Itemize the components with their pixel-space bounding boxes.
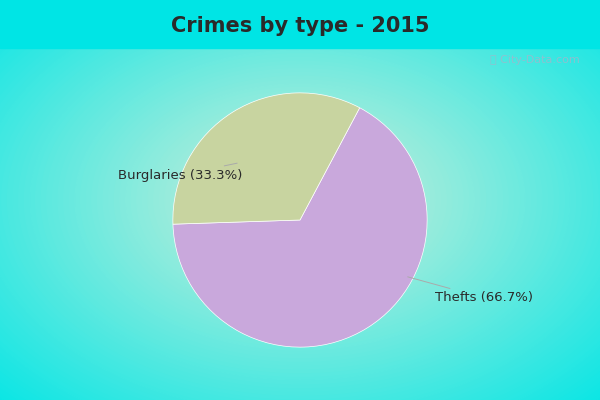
Circle shape bbox=[35, 24, 565, 376]
Circle shape bbox=[289, 192, 311, 208]
Circle shape bbox=[182, 121, 418, 279]
Circle shape bbox=[86, 58, 514, 342]
Circle shape bbox=[187, 125, 413, 275]
Circle shape bbox=[120, 80, 480, 320]
Circle shape bbox=[238, 159, 362, 241]
Circle shape bbox=[13, 9, 587, 391]
Circle shape bbox=[125, 84, 475, 316]
Circle shape bbox=[170, 114, 430, 286]
Circle shape bbox=[30, 20, 570, 380]
Wedge shape bbox=[173, 93, 359, 224]
Circle shape bbox=[272, 181, 328, 219]
Circle shape bbox=[19, 12, 581, 388]
Text: ⓘ City-Data.com: ⓘ City-Data.com bbox=[490, 55, 580, 65]
Circle shape bbox=[52, 35, 548, 365]
Text: Burglaries (33.3%): Burglaries (33.3%) bbox=[118, 163, 242, 182]
Circle shape bbox=[260, 174, 340, 226]
Circle shape bbox=[115, 76, 485, 324]
Circle shape bbox=[41, 28, 559, 372]
Circle shape bbox=[80, 54, 520, 346]
Circle shape bbox=[70, 46, 530, 354]
Circle shape bbox=[154, 102, 446, 298]
Circle shape bbox=[131, 88, 469, 312]
Circle shape bbox=[137, 91, 463, 309]
Circle shape bbox=[199, 132, 401, 268]
Circle shape bbox=[160, 106, 440, 294]
Circle shape bbox=[92, 61, 508, 339]
Circle shape bbox=[143, 95, 458, 305]
Circle shape bbox=[233, 155, 367, 245]
Circle shape bbox=[277, 185, 323, 215]
Circle shape bbox=[64, 42, 536, 358]
Circle shape bbox=[221, 148, 379, 252]
Circle shape bbox=[215, 144, 385, 256]
Circle shape bbox=[58, 39, 542, 361]
Circle shape bbox=[205, 136, 395, 264]
Text: Thefts (66.7%): Thefts (66.7%) bbox=[407, 277, 533, 304]
Circle shape bbox=[103, 69, 497, 331]
Circle shape bbox=[250, 166, 350, 234]
Circle shape bbox=[266, 178, 334, 222]
Circle shape bbox=[75, 50, 525, 350]
Circle shape bbox=[176, 118, 424, 282]
Circle shape bbox=[227, 151, 373, 249]
Circle shape bbox=[210, 140, 390, 260]
Circle shape bbox=[97, 65, 503, 335]
Circle shape bbox=[148, 99, 452, 301]
Circle shape bbox=[47, 31, 553, 369]
Text: Crimes by type - 2015: Crimes by type - 2015 bbox=[171, 16, 429, 36]
Circle shape bbox=[255, 170, 345, 230]
Circle shape bbox=[283, 189, 317, 211]
Wedge shape bbox=[173, 108, 427, 347]
Circle shape bbox=[25, 16, 575, 384]
Circle shape bbox=[7, 5, 593, 395]
Circle shape bbox=[295, 196, 305, 204]
Circle shape bbox=[244, 162, 356, 238]
Circle shape bbox=[109, 72, 491, 328]
Circle shape bbox=[165, 110, 435, 290]
Circle shape bbox=[193, 129, 407, 271]
